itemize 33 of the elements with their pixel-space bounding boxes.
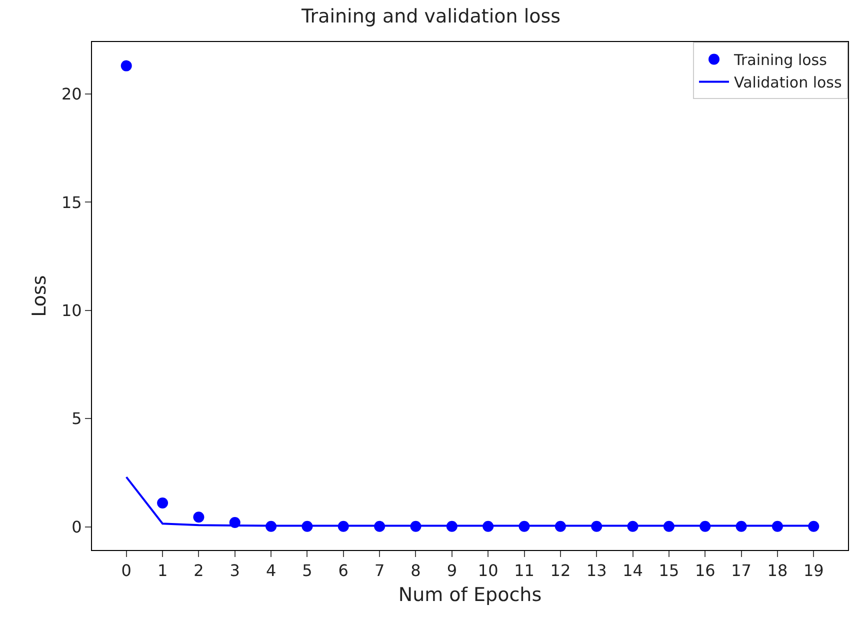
y-tick-label: 5 <box>72 409 82 428</box>
point <box>193 512 204 523</box>
x-tick-label: 12 <box>550 561 571 580</box>
x-tick-label: 6 <box>338 561 348 580</box>
x-tick-label: 17 <box>731 561 752 580</box>
x-tick-label: 16 <box>694 561 716 580</box>
legend-label: Validation loss <box>734 74 842 92</box>
x-tick-label: 13 <box>586 561 607 580</box>
x-tick-label: 15 <box>658 561 680 580</box>
x-axis-title: Num of Epochs <box>398 584 542 606</box>
x-tick-label: 14 <box>622 561 643 580</box>
x-tick-label: 18 <box>767 561 788 580</box>
point <box>120 60 132 72</box>
x-tick-label: 0 <box>121 561 132 580</box>
x-tick-label: 8 <box>410 561 421 580</box>
x-tick-label: 9 <box>446 561 458 580</box>
y-tick-label: 20 <box>61 84 82 104</box>
point <box>157 498 168 509</box>
y-axis-title: Loss <box>28 275 50 317</box>
chart-title: Training and validation loss <box>300 6 561 28</box>
x-tick-label: 3 <box>230 561 240 580</box>
y-tick-label: 0 <box>72 517 82 536</box>
x-tick-label: 19 <box>803 561 824 580</box>
x-tick-label: 2 <box>194 561 204 580</box>
legend-label: Training loss <box>733 51 828 70</box>
x-tick-label: 11 <box>514 561 534 580</box>
x-tick-label: 10 <box>478 561 498 580</box>
y-tick-label: 15 <box>61 192 82 212</box>
x-tick-label: 5 <box>302 561 312 580</box>
y-tick-label: 10 <box>61 300 82 320</box>
x-tick-label: 4 <box>266 561 276 580</box>
x-tick-label: 7 <box>374 561 385 580</box>
x-tick-label: 1 <box>157 561 168 580</box>
